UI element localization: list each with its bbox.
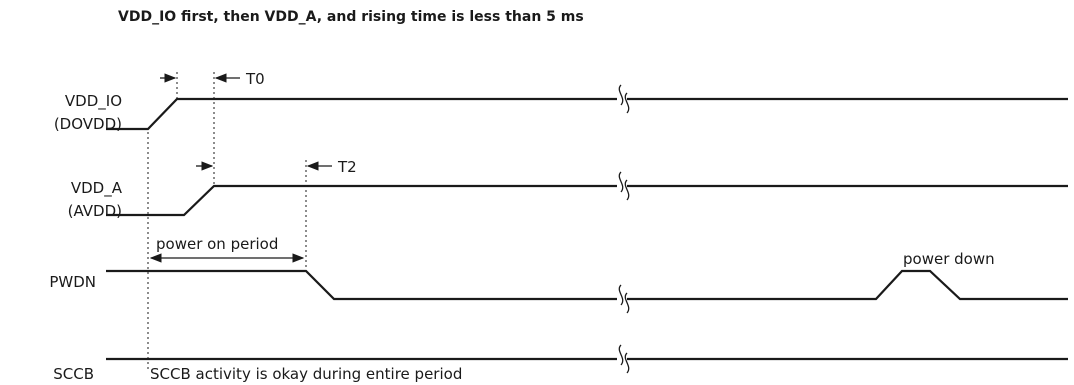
break-mark-vdd-a (617, 171, 630, 201)
vdd-io-label: VDD_IO (65, 92, 122, 111)
vdd-io-alias: (DOVDD) (54, 115, 122, 133)
t2-label: T2 (337, 158, 357, 176)
vdd-a-waveform (106, 184, 1068, 217)
power-on-period-label: power on period (156, 235, 278, 253)
vdd-a-label: VDD_A (71, 179, 123, 198)
break-mark-vdd-io (617, 84, 630, 114)
vdd-a-alias: (AVDD) (68, 202, 122, 220)
break-mark-sccb (617, 344, 630, 374)
diagram-title: VDD_IO first, then VDD_A, and rising tim… (118, 9, 584, 25)
t0-label: T0 (245, 70, 265, 88)
break-mark-pwdn (617, 284, 630, 314)
sccb-label: SCCB (53, 365, 94, 383)
sccb-note: SCCB activity is okay during entire peri… (150, 365, 462, 383)
pwdn-label: PWDN (49, 273, 96, 291)
pwdn-waveform (106, 269, 1068, 301)
power-down-label: power down (903, 250, 995, 268)
vdd-io-waveform (106, 97, 1068, 131)
